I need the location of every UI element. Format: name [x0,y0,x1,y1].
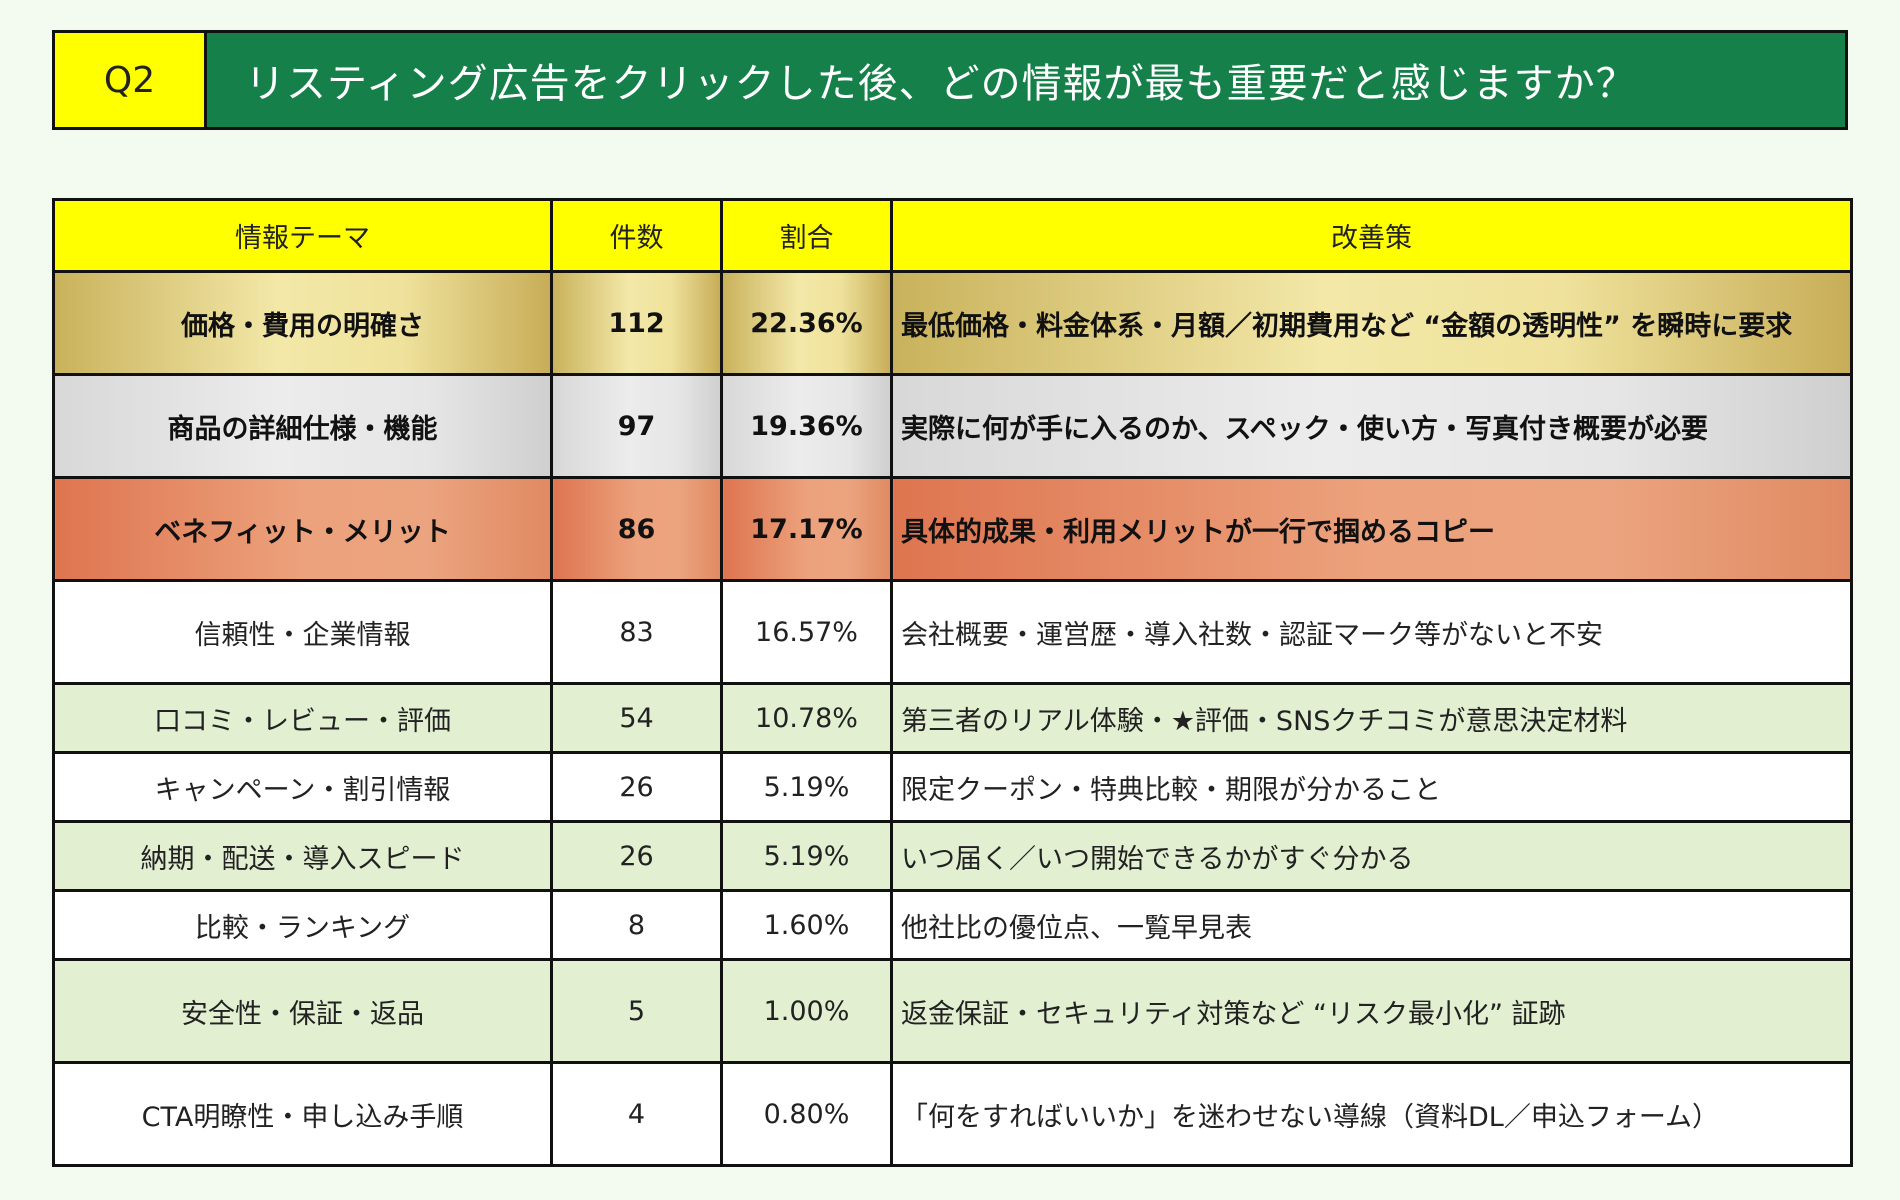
ratio-cell: 17.17% [720,476,893,582]
question-title: リスティング広告をクリックした後、どの情報が最も重要だと感じますか？ [207,33,1845,127]
ratio-cell: 22.36% [720,270,893,376]
theme-cell: 商品の詳細仕様・機能 [52,373,553,479]
column-header-measure: 改善策 [890,198,1853,273]
theme-cell: ベネフィット・メリット [52,476,553,582]
table-row: 信頼性・企業情報 83 16.57% 会社概要・運営歴・導入社数・認証マーク等が… [52,579,1853,685]
ratio-cell: 5.19% [720,751,893,823]
measure-cell: いつ届く／いつ開始できるかがすぐ分かる [890,820,1853,892]
measure-cell: 返金保証・セキュリティ対策など “リスク最小化” 証跡 [890,958,1853,1064]
table-header-row: 情報テーマ 件数 割合 改善策 [52,198,1853,273]
ratio-cell: 0.80% [720,1061,893,1167]
column-header-theme: 情報テーマ [52,198,553,273]
theme-cell: CTA明瞭性・申し込み手順 [52,1061,553,1167]
measure-cell: 実際に何が手に入るのか、スペック・使い方・写真付き概要が必要 [890,373,1853,479]
theme-cell: キャンペーン・割引情報 [52,751,553,823]
count-cell: 26 [550,751,723,823]
table-row: 価格・費用の明確さ 112 22.36% 最低価格・料金体系・月額／初期費用など… [52,270,1853,376]
table-row: CTA明瞭性・申し込み手順 4 0.80% 「何をすればいいか」を迷わせない導線… [52,1061,1853,1167]
theme-cell: 価格・費用の明確さ [52,270,553,376]
ratio-cell: 1.00% [720,958,893,1064]
measure-cell: 最低価格・料金体系・月額／初期費用など “金額の透明性” を瞬時に要求 [890,270,1853,376]
theme-cell: 信頼性・企業情報 [52,579,553,685]
results-table: 情報テーマ 件数 割合 改善策 価格・費用の明確さ 112 22.36% 最低価… [52,198,1853,1167]
column-header-count: 件数 [550,198,723,273]
count-cell: 26 [550,820,723,892]
count-cell: 5 [550,958,723,1064]
table-row: 比較・ランキング 8 1.60% 他社比の優位点、一覧早見表 [52,889,1853,961]
count-cell: 83 [550,579,723,685]
measure-cell: 会社概要・運営歴・導入社数・認証マーク等がないと不安 [890,579,1853,685]
table-row: 商品の詳細仕様・機能 97 19.36% 実際に何が手に入るのか、スペック・使い… [52,373,1853,479]
table-row: キャンペーン・割引情報 26 5.19% 限定クーポン・特典比較・期限が分かるこ… [52,751,1853,823]
table-row: 口コミ・レビュー・評価 54 10.78% 第三者のリアル体験・★評価・SNSク… [52,682,1853,754]
measure-cell: 具体的成果・利用メリットが一行で掴めるコピー [890,476,1853,582]
measure-cell: 「何をすればいいか」を迷わせない導線（資料DL／申込フォーム） [890,1061,1853,1167]
count-cell: 86 [550,476,723,582]
theme-cell: 納期・配送・導入スピード [52,820,553,892]
count-cell: 8 [550,889,723,961]
count-cell: 112 [550,270,723,376]
theme-cell: 比較・ランキング [52,889,553,961]
measure-cell: 第三者のリアル体験・★評価・SNSクチコミが意思決定材料 [890,682,1853,754]
ratio-cell: 19.36% [720,373,893,479]
table-row: 納期・配送・導入スピード 26 5.19% いつ届く／いつ開始できるかがすぐ分か… [52,820,1853,892]
theme-cell: 口コミ・レビュー・評価 [52,682,553,754]
ratio-cell: 5.19% [720,820,893,892]
ratio-cell: 10.78% [720,682,893,754]
ratio-cell: 16.57% [720,579,893,685]
count-cell: 97 [550,373,723,479]
theme-cell: 安全性・保証・返品 [52,958,553,1064]
measure-cell: 限定クーポン・特典比較・期限が分かること [890,751,1853,823]
ratio-cell: 1.60% [720,889,893,961]
measure-cell: 他社比の優位点、一覧早見表 [890,889,1853,961]
count-cell: 4 [550,1061,723,1167]
question-number: Q2 [55,33,207,127]
question-header: Q2 リスティング広告をクリックした後、どの情報が最も重要だと感じますか？ [52,30,1848,130]
table-row: 安全性・保証・返品 5 1.00% 返金保証・セキュリティ対策など “リスク最小… [52,958,1853,1064]
table-row: ベネフィット・メリット 86 17.17% 具体的成果・利用メリットが一行で掴め… [52,476,1853,582]
count-cell: 54 [550,682,723,754]
column-header-ratio: 割合 [720,198,893,273]
